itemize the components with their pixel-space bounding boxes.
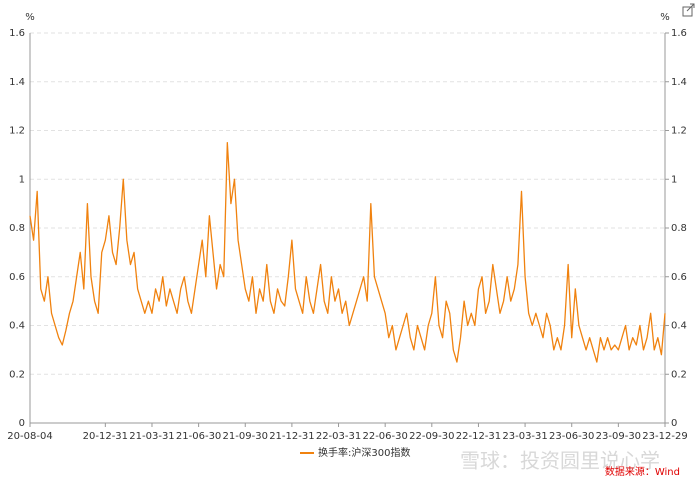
x-tick-label: 22-03-31 (316, 431, 361, 442)
x-tick-label: 21-12-31 (269, 431, 314, 442)
x-tick-label: 21-03-31 (129, 431, 174, 442)
watermark: 雪球：投资圆里说心学 (460, 449, 660, 473)
x-tick-label: 22-09-30 (409, 431, 454, 442)
export-icon[interactable] (682, 3, 695, 17)
x-tick-label: 23-03-31 (502, 431, 547, 442)
y2-tick-label: 1.2 (671, 126, 687, 137)
y-tick-label: 0 (19, 418, 25, 429)
line-series (29, 142, 666, 363)
x-tick-label: 22-06-30 (362, 431, 407, 442)
icon-arrow[interactable] (686, 3, 695, 12)
x-tick-label: 23-06-30 (549, 431, 594, 442)
x-tick-label: 22-12-31 (456, 431, 501, 442)
y2-tick-label: 1.4 (671, 77, 687, 88)
y-tick-label: 1.6 (9, 28, 25, 39)
source: 数据来源：Wind (605, 465, 680, 478)
y-tick-label: 1.2 (9, 126, 25, 137)
y-tick-label: 0.2 (9, 369, 25, 380)
legend-label: 换手率:沪深300指数 (318, 446, 410, 459)
y-tick-label: 1 (19, 174, 25, 185)
x-tick-label: 20-12-31 (83, 431, 128, 442)
y2-tick-label: 1 (671, 174, 677, 185)
y-tick-label: 0.6 (9, 272, 25, 283)
x-tick-label: 21-06-30 (176, 431, 221, 442)
y-tick-label: 0.4 (9, 321, 25, 332)
y-tick-label: 0.8 (9, 223, 25, 234)
y-unit-right: % (660, 12, 670, 23)
x-tick-label: 21-09-30 (223, 431, 268, 442)
x-tick-label: 20-08-04 (7, 431, 52, 442)
y-unit-left: % (25, 12, 35, 23)
y2-tick-label: 0.4 (671, 321, 687, 332)
y2-tick-label: 1.6 (671, 28, 687, 39)
y2-tick-label: 0.2 (671, 369, 687, 380)
x-tick-label: 23-12-29 (642, 431, 687, 442)
y2-tick-label: 0.6 (671, 272, 687, 283)
y2-tick-label: 0 (671, 418, 677, 429)
y2-tick-label: 0.8 (671, 223, 687, 234)
x-tick-label: 23-09-30 (596, 431, 641, 442)
y-tick-label: 1.4 (9, 77, 25, 88)
icon-box[interactable] (682, 6, 693, 17)
